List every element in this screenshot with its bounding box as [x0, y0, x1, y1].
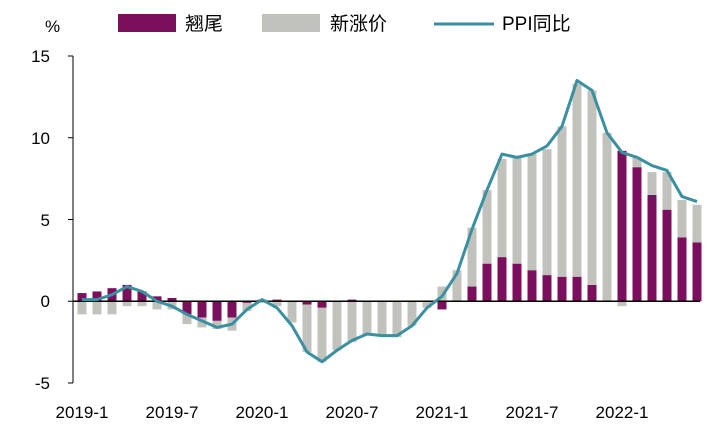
bar-series2-2019-5	[137, 301, 147, 307]
bar-series2-2020-11	[407, 301, 417, 326]
bar-series1-2021-8	[542, 275, 552, 302]
bar-series2-2019-12	[242, 302, 252, 312]
bar-series2-2020-7	[347, 301, 357, 343]
x-tick-label: 2020-1	[236, 403, 289, 422]
bar-series2-2021-6	[512, 157, 522, 264]
bar-series1-2020-5	[317, 301, 327, 308]
x-tick-label: 2019-7	[146, 403, 199, 422]
bar-series2-2020-4	[302, 304, 312, 352]
bar-series2-2020-3	[287, 301, 297, 323]
bar-series2-2019-4	[122, 301, 132, 307]
bar-series2-2022-1	[617, 301, 627, 307]
bar-series2-2019-10	[212, 320, 222, 330]
bar-series1-2019-9	[197, 301, 207, 318]
bar-series1-2021-5	[497, 257, 507, 302]
x-tick-label: 2022-1	[596, 403, 649, 422]
bar-series1-2022-4	[662, 209, 672, 302]
legend-label-bar2: 新涨价	[330, 13, 387, 35]
bar-series2-2020-10	[392, 301, 402, 338]
y-tick-label: 0	[41, 292, 50, 311]
y-tick-label: 10	[31, 129, 50, 148]
bar-series1-2022-1	[617, 150, 627, 302]
line-layer	[82, 79, 698, 364]
bar-series1-2021-4	[482, 263, 492, 302]
x-tick-labels: 2019-1 2019-7 2020-1 2020-7 2021-1 2021-…	[56, 403, 649, 422]
bar-series1-2019-12	[242, 301, 252, 303]
x-tick-label: 2021-1	[416, 403, 469, 422]
bar-series2-2020-2	[272, 301, 282, 307]
bar-series2-2021-3	[467, 227, 477, 287]
bar-series1-2019-4	[122, 284, 132, 302]
bar-series1-2021-9	[557, 276, 567, 302]
x-tick-label: 2020-7	[326, 403, 379, 422]
bar-series1-2021-7	[527, 270, 537, 302]
bar-series1-2020-2	[272, 299, 282, 302]
legend-label-bar1: 翘尾	[185, 13, 223, 35]
y-tick-label: 15	[31, 47, 50, 66]
bar-series1-2020-7	[347, 299, 357, 302]
bar-series1-2019-5	[137, 291, 147, 302]
bar-series2-2021-2	[452, 270, 462, 302]
bar-series2-2021-10	[572, 83, 582, 277]
bar-series1-2021-11	[587, 284, 597, 302]
ppi-line	[82, 79, 698, 364]
legend-item-bar2: 新涨价	[262, 13, 387, 35]
bar-series1-2021-10	[572, 276, 582, 302]
y-tick-labels: 15 10 5 0 -5	[31, 47, 50, 393]
bar-series1-2019-6	[152, 296, 162, 302]
legend-label-line: PPI同比	[502, 13, 571, 35]
bar-series2-2021-11	[587, 90, 597, 285]
bar-series1-2022-5	[677, 237, 687, 302]
bar-series2-2019-2	[92, 301, 102, 315]
bar-series1-2019-2	[92, 291, 102, 302]
bar-series2-2020-9	[377, 301, 387, 336]
bar-series1-2020-4	[302, 301, 312, 305]
bar-series1-2019-8	[182, 301, 192, 315]
bar-series1-2022-6	[692, 242, 702, 302]
bar-series2-2019-8	[182, 314, 192, 325]
bar-series2-2021-7	[527, 154, 537, 271]
bar-series1-2021-1	[437, 301, 447, 310]
bar-series1-2019-1	[77, 293, 87, 302]
bar-series1-2021-3	[467, 286, 477, 302]
bar-series2-2020-6	[332, 301, 342, 351]
bar-series1-2022-2	[632, 167, 642, 302]
bar-series2-2020-8	[362, 301, 372, 334]
bar-series2-2021-12	[602, 132, 612, 302]
bar-series2-2019-6	[152, 301, 162, 310]
bars-layer	[77, 83, 702, 362]
bar-series1-2021-6	[512, 263, 522, 302]
legend-swatch-bar1	[118, 14, 176, 32]
bar-series2-2020-1	[257, 301, 267, 303]
x-tick-label: 2019-1	[56, 403, 109, 422]
x-tick-label: 2021-7	[506, 403, 559, 422]
axes-layer	[68, 55, 700, 384]
legend: 翘尾 新涨价 PPI同比	[118, 13, 571, 35]
bar-series2-2022-4	[662, 172, 672, 210]
legend-swatch-bar2	[262, 14, 320, 32]
bar-series2-2020-5	[317, 307, 327, 362]
bar-series2-2021-8	[542, 149, 552, 276]
bar-series2-2019-1	[77, 301, 87, 315]
bar-series1-2019-11	[227, 301, 237, 318]
bar-series2-2022-5	[677, 199, 687, 238]
bar-series2-2022-6	[692, 204, 702, 243]
bar-series2-2021-9	[557, 126, 567, 277]
y-axis-unit-label: %	[45, 17, 60, 36]
bar-series1-2019-10	[212, 301, 222, 321]
y-tick-label: -5	[35, 374, 50, 393]
y-tick-label: 5	[41, 211, 50, 230]
bar-series2-2021-5	[497, 159, 507, 258]
bar-series2-2019-3	[107, 301, 117, 315]
bar-series1-2019-7	[167, 297, 177, 302]
bar-series2-2022-3	[647, 172, 657, 195]
bar-series2-2022-2	[632, 157, 642, 168]
legend-item-line: PPI同比	[434, 13, 571, 35]
legend-item-bar1: 翘尾	[118, 13, 223, 35]
bar-series1-2022-3	[647, 194, 657, 302]
bar-series2-2021-4	[482, 190, 492, 264]
bar-series2-2020-12	[422, 301, 432, 308]
